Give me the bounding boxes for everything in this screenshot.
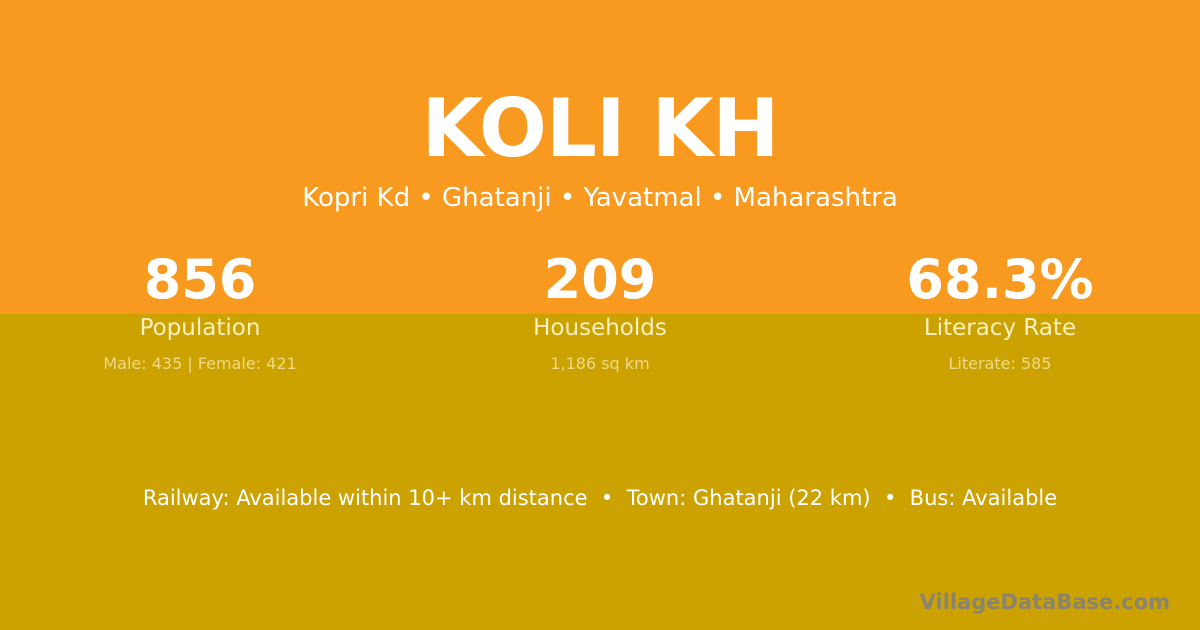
- population-detail: Male: 435 | Female: 421: [103, 354, 297, 373]
- location-breadcrumb: Kopri Kd • Ghatanji • Yavatmal • Maharas…: [302, 183, 898, 213]
- households-value: 209: [543, 248, 657, 311]
- households-label: Households: [533, 315, 667, 341]
- households-detail: 1,186 sq km: [550, 354, 650, 373]
- brand-watermark: VillageDataBase.com: [919, 590, 1170, 614]
- population-label: Population: [139, 315, 261, 341]
- literacy-label: Literacy Rate: [923, 315, 1077, 341]
- literacy-value: 68.3%: [906, 248, 1094, 311]
- population-value: 856: [143, 248, 257, 311]
- literacy-detail: Literate: 585: [948, 354, 1052, 373]
- connectivity-info: Railway: Available within 10+ km distanc…: [142, 486, 1058, 510]
- village-title: KOLI KH: [421, 82, 780, 175]
- header-band: [0, 0, 1200, 314]
